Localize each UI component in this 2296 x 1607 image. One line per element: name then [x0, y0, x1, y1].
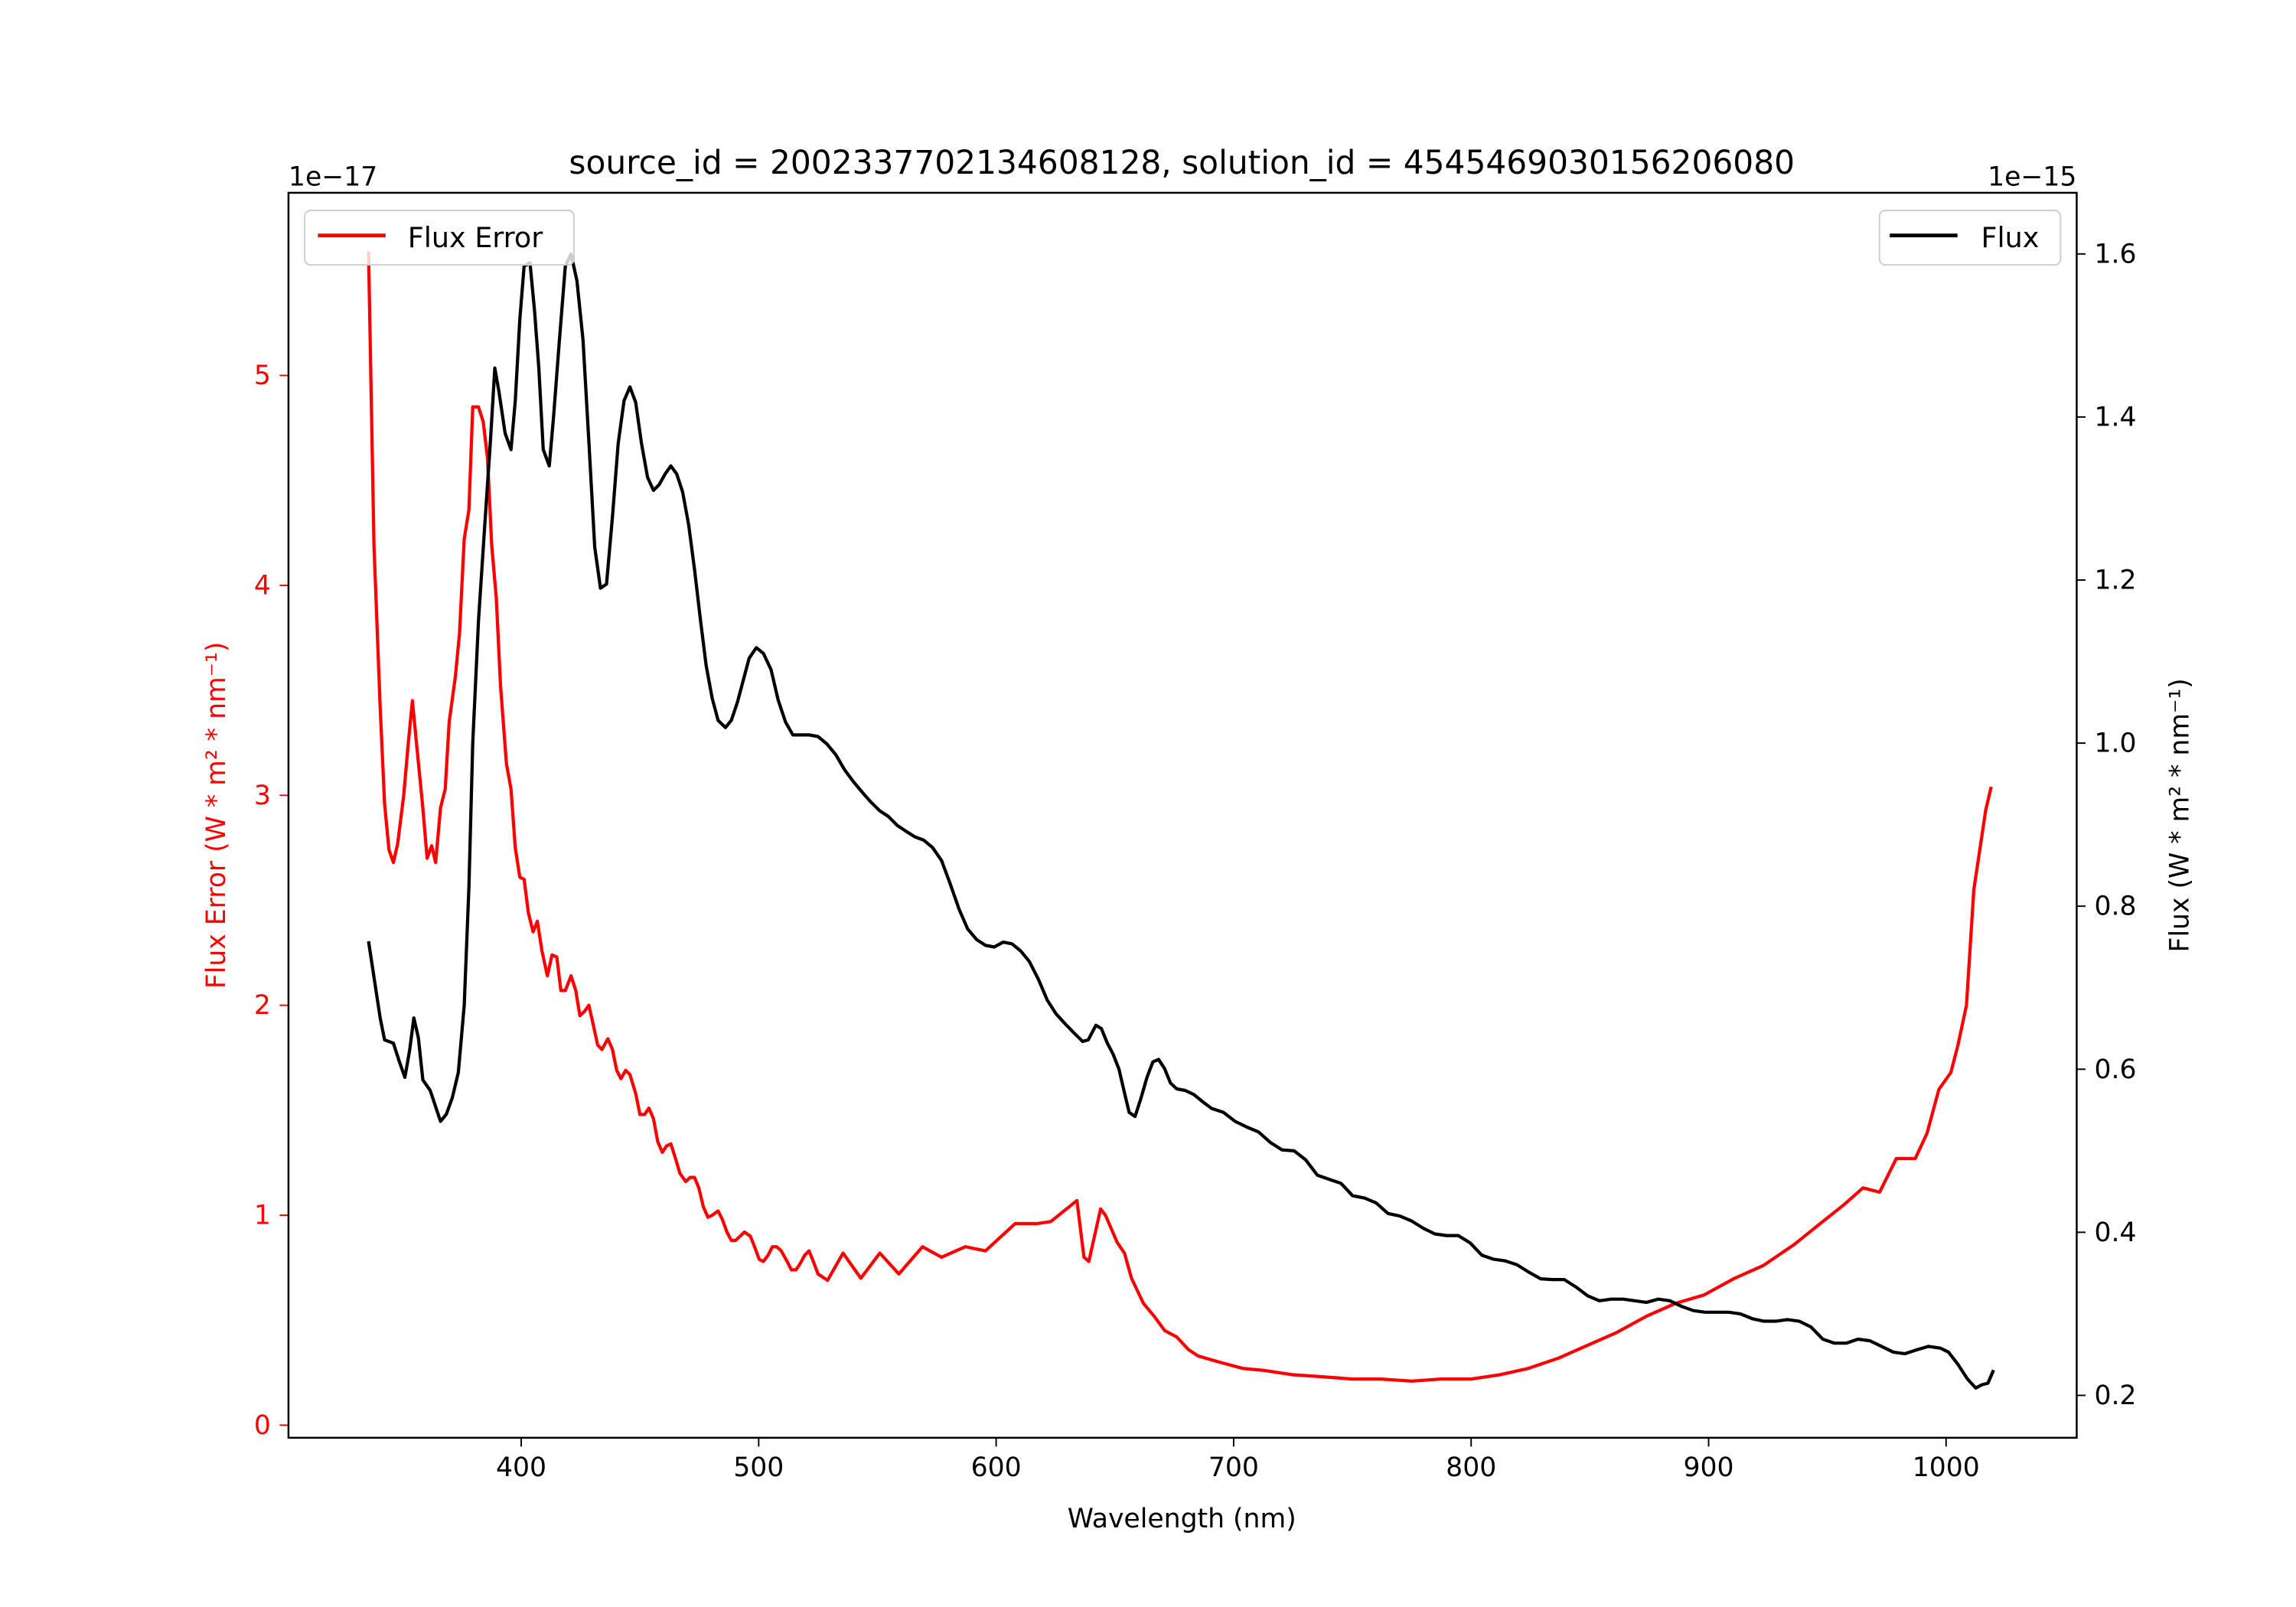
right-axis-offset: 1e−15 — [1988, 161, 2076, 192]
left-axis-offset: 1e−17 — [289, 161, 377, 192]
left-y-tick-label: 1 — [254, 1201, 271, 1231]
left-y-tick-label: 2 — [254, 990, 271, 1021]
x-tick-label: 500 — [733, 1452, 784, 1483]
plot-frame — [287, 191, 2078, 1439]
right-y-tick-label: 0.2 — [2095, 1380, 2137, 1411]
right-y-tick-label: 0.8 — [2095, 892, 2137, 922]
legend-flux: Flux — [1878, 210, 2062, 266]
right-y-tick-label: 1.6 — [2095, 239, 2137, 269]
right-y-tick-label: 1.0 — [2095, 729, 2137, 759]
x-tick-label: 1000 — [1913, 1452, 1980, 1483]
x-tick-label: 400 — [496, 1452, 546, 1483]
right-y-tick-label: 1.4 — [2095, 402, 2137, 432]
flux-line — [367, 252, 1995, 1390]
left-y-tick-label: 3 — [254, 781, 271, 811]
left-y-tick-label: 5 — [254, 360, 271, 391]
x-tick-label: 800 — [1446, 1452, 1496, 1483]
left-y-axis-label: Flux Error (W * m² * nm⁻¹) — [201, 642, 232, 989]
left-y-tick-label: 4 — [254, 571, 271, 601]
right-y-tick-label: 1.2 — [2095, 566, 2137, 596]
legend-box — [1878, 210, 2062, 266]
left-y-tick-label: 0 — [254, 1410, 271, 1441]
legend-label-flux: Flux — [1981, 221, 2039, 254]
right-y-tick-label: 0.6 — [2095, 1054, 2137, 1085]
x-axis-label: Wavelength (nm) — [1068, 1504, 1296, 1534]
x-tick-label: 700 — [1208, 1452, 1259, 1483]
legend-label-flux-error: Flux Error — [408, 221, 544, 254]
right-y-tick-label: 0.4 — [2095, 1217, 2137, 1248]
x-tick-label: 900 — [1683, 1452, 1733, 1483]
right-y-axis-label: Flux (W * m² * nm⁻¹) — [2165, 678, 2196, 952]
legend-flux-error: Flux Error — [304, 210, 575, 266]
legend-box — [304, 210, 575, 266]
flux-error-line — [367, 251, 1993, 1383]
chart-title: source_id = 2002337702134608128, solutio… — [569, 144, 1795, 181]
x-tick-label: 600 — [971, 1452, 1022, 1483]
